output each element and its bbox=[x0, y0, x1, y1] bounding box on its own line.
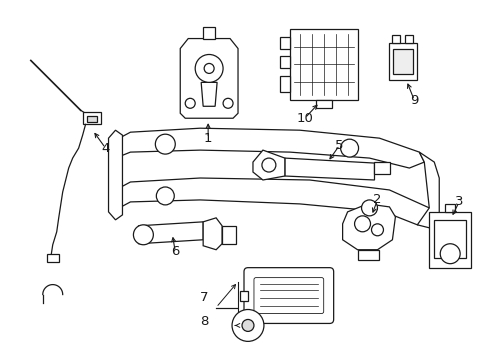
Polygon shape bbox=[203, 218, 222, 250]
Circle shape bbox=[340, 139, 358, 157]
Text: 4: 4 bbox=[101, 141, 109, 155]
Circle shape bbox=[185, 98, 195, 108]
Text: 1: 1 bbox=[203, 132, 212, 145]
Circle shape bbox=[262, 158, 275, 172]
Bar bbox=[86, 116, 96, 122]
Bar bbox=[388, 42, 416, 80]
Bar bbox=[82, 112, 101, 124]
Circle shape bbox=[371, 224, 383, 236]
Polygon shape bbox=[180, 39, 238, 118]
Bar bbox=[222, 226, 236, 244]
Circle shape bbox=[439, 244, 459, 264]
Text: 2: 2 bbox=[372, 193, 381, 206]
Circle shape bbox=[155, 134, 175, 154]
Bar bbox=[444, 204, 454, 212]
Polygon shape bbox=[201, 82, 217, 106]
Bar bbox=[405, 35, 412, 42]
Bar bbox=[392, 35, 400, 42]
Text: 9: 9 bbox=[409, 94, 418, 107]
Bar bbox=[374, 162, 389, 174]
Bar bbox=[279, 76, 289, 92]
Bar bbox=[203, 27, 215, 39]
Text: 6: 6 bbox=[171, 245, 179, 258]
FancyBboxPatch shape bbox=[244, 268, 333, 323]
Bar bbox=[240, 291, 247, 301]
Text: 10: 10 bbox=[296, 112, 312, 125]
Text: 8: 8 bbox=[200, 315, 208, 328]
Polygon shape bbox=[416, 152, 438, 228]
FancyBboxPatch shape bbox=[253, 278, 323, 314]
Bar bbox=[47, 254, 59, 262]
Polygon shape bbox=[115, 128, 424, 168]
Polygon shape bbox=[285, 158, 374, 180]
Circle shape bbox=[223, 98, 233, 108]
Polygon shape bbox=[115, 178, 433, 225]
Circle shape bbox=[242, 319, 253, 332]
Circle shape bbox=[354, 216, 370, 232]
Polygon shape bbox=[252, 150, 285, 180]
Bar bbox=[279, 57, 289, 68]
Text: 7: 7 bbox=[200, 291, 208, 304]
Text: 5: 5 bbox=[335, 139, 343, 152]
Bar bbox=[289, 28, 357, 100]
Text: 3: 3 bbox=[454, 195, 463, 208]
Bar bbox=[428, 212, 470, 268]
Polygon shape bbox=[138, 222, 203, 244]
Circle shape bbox=[156, 187, 174, 205]
Polygon shape bbox=[108, 130, 122, 220]
Circle shape bbox=[195, 54, 223, 82]
Circle shape bbox=[361, 200, 377, 216]
Bar bbox=[357, 250, 379, 260]
Circle shape bbox=[133, 225, 153, 245]
Circle shape bbox=[203, 63, 214, 73]
Bar bbox=[315, 100, 331, 108]
Circle shape bbox=[232, 310, 264, 341]
Bar bbox=[279, 37, 289, 49]
Polygon shape bbox=[342, 204, 395, 250]
Bar bbox=[393, 49, 412, 75]
Bar bbox=[433, 220, 465, 258]
